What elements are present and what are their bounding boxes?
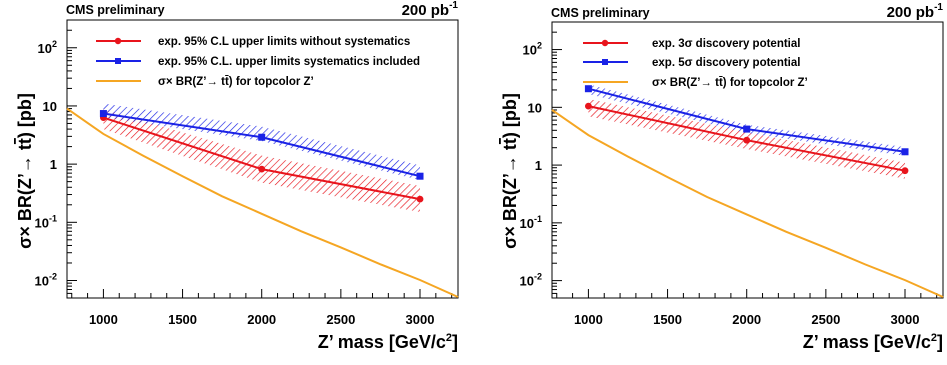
uncertainty-band <box>103 109 421 213</box>
x-axis-label: Z’ mass [GeV/c2] <box>803 332 943 352</box>
y-tick-label: 102 <box>523 41 542 58</box>
legend-item-limit-no-syst: exp. 95% C.L upper limits without system… <box>96 36 410 48</box>
series-line <box>551 109 944 298</box>
data-point <box>416 195 424 203</box>
legend-item-limit-syst: exp. 95% C.L. upper limits systematics i… <box>96 56 420 68</box>
y-tick-label: 10-1 <box>35 213 57 230</box>
x-tick-label: 1500 <box>168 312 197 327</box>
data-point <box>258 165 266 173</box>
cms-label: CMS preliminary <box>551 6 650 20</box>
cms-label: CMS preliminary <box>66 3 165 17</box>
series-2 <box>66 107 459 298</box>
legend: exp. 3σ discovery potential exp. 5σ disc… <box>583 38 808 89</box>
y-tick-label: 10-2 <box>520 272 542 289</box>
svg-text:exp. 3σ discovery potential: exp. 3σ discovery potential <box>652 38 800 50</box>
y-tick-label: 10 <box>43 99 57 114</box>
x-tick-label: 1000 <box>574 312 603 327</box>
plot-frame <box>551 21 944 299</box>
data-point <box>585 102 592 110</box>
chart-panel-limits: CMS preliminary 200 pb-1 1000 1500 2000 250… <box>15 0 459 352</box>
y-tick-label: 10-1 <box>520 214 542 231</box>
series-2 <box>551 109 944 298</box>
x-axis-label: Z’ mass [GeV/c2] <box>318 332 458 352</box>
legend-item-3sigma: exp. 3σ discovery potential <box>583 38 800 50</box>
x-tick-label: 2000 <box>732 312 761 327</box>
y-tick-label: 102 <box>38 39 57 56</box>
data-point <box>99 110 107 118</box>
data-point <box>416 172 424 180</box>
series-line <box>66 107 459 298</box>
chart-panel-discovery: CMS preliminary 200 pb-1 1000 1500 2000 250… <box>500 2 944 352</box>
t-bar: t <box>500 138 520 144</box>
x-tick-label: 1000 <box>89 312 118 327</box>
svg-text:σ× BR(Z’→ tt̄) for topcolor Z’: σ× BR(Z’→ tt̄) for topcolor Z’ <box>158 76 314 88</box>
svg-text:exp. 5σ discovery potential: exp. 5σ discovery potential <box>652 57 800 69</box>
legend-item-topcolor: σ× BR(Z’→ tt̄) for topcolor Z’ <box>583 77 808 89</box>
series-0 <box>585 98 909 179</box>
x-tick-label: 2000 <box>247 312 276 327</box>
x-tick-label: 2500 <box>811 312 840 327</box>
legend-item-5sigma: exp. 5σ discovery potential <box>583 57 800 69</box>
legend-item-topcolor: σ× BR(Z’→ tt̄) for topcolor Z’ <box>96 76 314 88</box>
data-point <box>901 148 909 156</box>
data-point <box>743 136 751 144</box>
x-tick-label: 3000 <box>406 312 435 327</box>
x-tick-label: 1500 <box>653 312 682 327</box>
data-point <box>258 133 266 141</box>
y-tick-label: 10-2 <box>35 271 57 288</box>
series-0 <box>100 109 424 213</box>
plot-frame <box>66 19 459 299</box>
svg-text:exp. 95% C.L. upper limits sys: exp. 95% C.L. upper limits systematics i… <box>158 56 420 68</box>
t-bar: t <box>15 138 35 144</box>
series-1 <box>99 103 424 181</box>
luminosity-label: 200 pb-1 <box>887 2 944 21</box>
plot-area: 1000 1500 2000 2500 3000 10-2 10-1 1 10 102 <box>35 19 459 327</box>
y-axis-label: σ× BR(Z’→ tt) [pb] <box>500 93 520 249</box>
data-point <box>743 125 751 133</box>
uncertainty-band <box>103 103 421 181</box>
plot-area: 1000 1500 2000 2500 3000 10-2 10-1 1 10 102 <box>520 21 944 327</box>
uncertainty-band <box>588 84 906 156</box>
luminosity-label: 200 pb-1 <box>402 0 459 19</box>
y-tick-label: 1 <box>535 158 542 173</box>
data-point <box>901 167 909 175</box>
y-tick-label: 10 <box>528 100 542 115</box>
svg-text:exp. 95% C.L upper limits with: exp. 95% C.L upper limits without system… <box>158 36 410 48</box>
x-tick-label: 3000 <box>891 312 920 327</box>
x-tick-label: 2500 <box>326 312 355 327</box>
legend: exp. 95% C.L upper limits without system… <box>96 36 420 88</box>
y-tick-label: 1 <box>50 157 57 172</box>
series-1 <box>584 84 909 156</box>
svg-text:σ× BR(Z’→ tt̄) for topcolor Z’: σ× BR(Z’→ tt̄) for topcolor Z’ <box>652 77 808 89</box>
y-axis-label: σ× BR(Z’→ tt) [pb] <box>15 93 35 249</box>
data-point <box>584 85 592 93</box>
